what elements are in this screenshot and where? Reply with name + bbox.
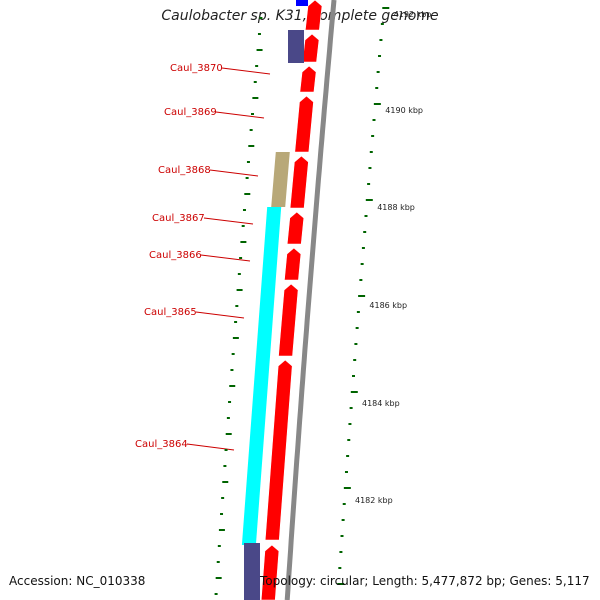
cds-arrow-2 — [302, 33, 320, 63]
kbp-label: 4184 kbp — [362, 399, 400, 408]
cds-arrow-4 — [294, 95, 314, 153]
genome-summary-text: Topology: circular; Length: 5,477,872 bp… — [260, 574, 590, 588]
cds-arrow-8 — [278, 283, 299, 357]
gene-leader-line — [221, 67, 271, 75]
gene-leader-line — [215, 111, 265, 119]
gene-label: Caul_3865 — [144, 307, 197, 318]
gene-label: Caul_3866 — [149, 250, 202, 261]
gene-leader-line — [200, 254, 251, 262]
purple-feature-top — [288, 30, 304, 63]
kbp-label: 4182 kbp — [355, 496, 393, 505]
gene-label: Caul_3869 — [164, 107, 217, 118]
tan-feature — [271, 152, 290, 207]
gene-label: Caul_3868 — [158, 165, 211, 176]
cds-arrow-10 — [260, 544, 280, 600]
kbp-label: 4186 kbp — [369, 301, 407, 310]
kbp-label: 4190 kbp — [385, 106, 423, 115]
kbp-label: 4192 kbp — [394, 10, 432, 19]
cds-arrow-3 — [299, 65, 317, 93]
gene-leader-line — [203, 217, 254, 225]
cds-arrow-9 — [264, 359, 293, 541]
cds-arrow-1 — [304, 0, 323, 31]
map-title: Caulobacter sp. K31, complete genome — [161, 8, 439, 24]
cds-arrow-6 — [286, 211, 305, 245]
blue-feature — [296, 0, 308, 6]
accession-text: Accession: NC_010338 — [9, 574, 146, 588]
cyan-feature — [241, 207, 282, 545]
gene-leader-line — [195, 311, 245, 319]
gene-leader-line — [209, 169, 259, 177]
tick-layer: 4192 kbp 4190 kbp 4188 kbp 4186 kbp 4184 kbp… — [214, 7, 432, 595]
backbone-line — [284, 0, 337, 600]
feature-tracks — [241, 0, 337, 600]
gene-label-layer: Caul_3870 Caul_3869 Caul_3868 Caul_3867 Caul… — [135, 63, 271, 451]
gene-label: Caul_3870 — [170, 63, 223, 74]
gene-label: Caul_3864 — [135, 439, 188, 450]
cds-arrow-5 — [289, 155, 309, 209]
cds-arrow-7 — [284, 247, 302, 281]
gene-label: Caul_3867 — [152, 213, 205, 224]
kbp-label: 4188 kbp — [377, 203, 415, 212]
purple-feature-bottom — [244, 543, 260, 600]
